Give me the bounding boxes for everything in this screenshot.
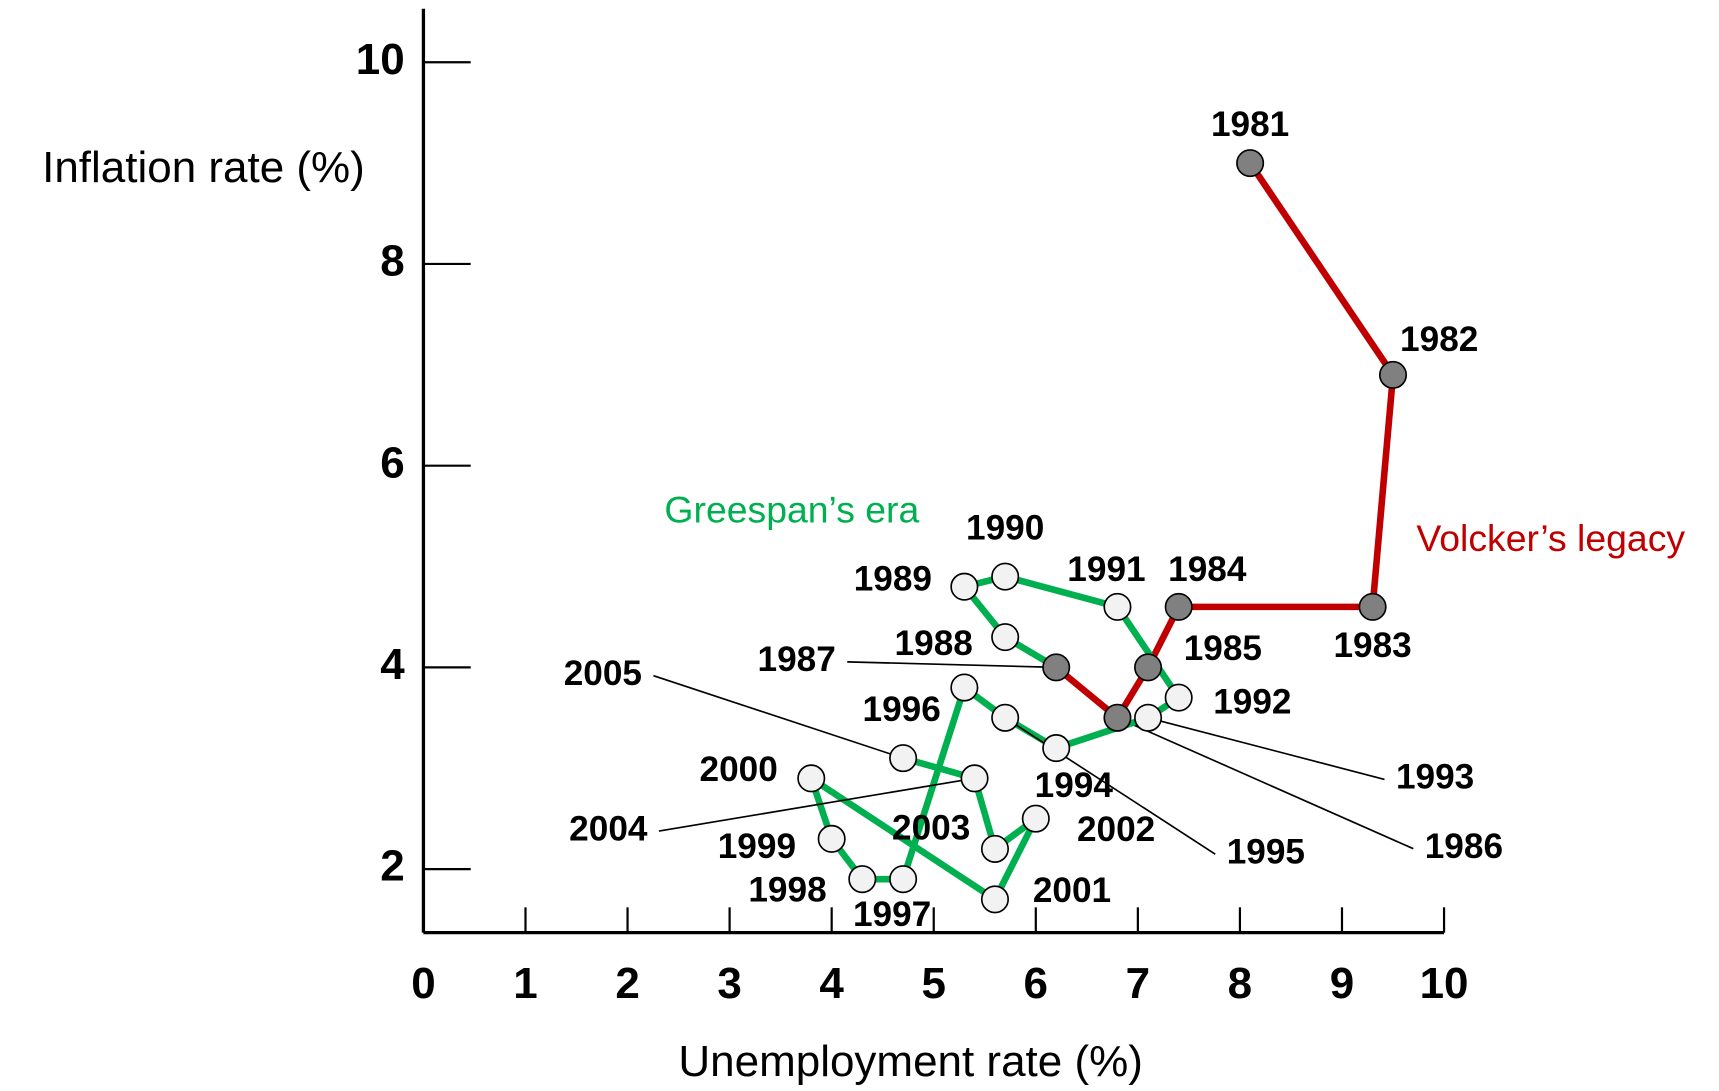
point-label: 2002: [1077, 810, 1155, 849]
y-tick-label: 6: [380, 438, 404, 487]
series-label: Volcker’s legacy: [1416, 517, 1685, 559]
data-point: [960, 764, 989, 793]
x-tick-label: 5: [922, 959, 946, 1008]
data-point: [1021, 804, 1050, 833]
data-point: [991, 623, 1020, 652]
data-point: [1236, 149, 1265, 178]
point-label: 1987: [758, 640, 836, 679]
point-label: 1992: [1213, 683, 1291, 722]
point-label: 1990: [966, 509, 1044, 548]
x-tick-label: 3: [717, 959, 741, 1008]
data-point: [889, 865, 918, 894]
data-point: [1164, 592, 1193, 621]
point-label: 1986: [1425, 827, 1503, 866]
point-label: 1993: [1396, 758, 1474, 797]
data-point: [991, 703, 1020, 732]
data-point: [950, 673, 979, 702]
leader-line: [1117, 717, 1414, 850]
leader-line: [1004, 717, 1216, 855]
point-label: 1982: [1400, 320, 1478, 359]
data-point: [980, 834, 1009, 863]
leader-line: [658, 777, 975, 832]
x-tick-label: 9: [1330, 959, 1354, 1008]
point-label: 1985: [1184, 629, 1262, 668]
x-axis-title: Unemployment rate (%): [678, 1037, 1142, 1086]
data-point: [980, 885, 1009, 914]
x-tick-label: 2: [615, 959, 639, 1008]
data-point: [797, 764, 826, 793]
x-tick-label: 8: [1228, 959, 1252, 1008]
data-point: [991, 562, 1020, 591]
x-tick-label: 6: [1024, 959, 1048, 1008]
point-label: 1996: [863, 690, 941, 729]
data-point: [1042, 734, 1071, 763]
y-tick-label: 8: [380, 237, 404, 286]
data-point: [1134, 653, 1163, 682]
point-label: 2005: [564, 654, 642, 693]
point-label: 1991: [1067, 550, 1145, 589]
data-point: [1358, 592, 1387, 621]
point-label: 2003: [892, 809, 970, 848]
x-tick-label: 1: [513, 959, 537, 1008]
leader-line: [653, 674, 904, 759]
data-point: [848, 865, 877, 894]
point-label: 1997: [853, 895, 931, 934]
data-point: [889, 744, 918, 773]
leader-line: [1147, 717, 1385, 781]
point-label: 1984: [1168, 550, 1247, 589]
point-label: 2000: [700, 750, 778, 789]
x-tick-label: 4: [819, 959, 844, 1008]
series-label: Greespan’s era: [664, 488, 919, 530]
point-label: 1983: [1333, 626, 1411, 665]
point-label: 1988: [895, 624, 973, 663]
y-tick-label: 4: [380, 640, 405, 689]
point-label: 1981: [1211, 105, 1289, 144]
point-label: 1995: [1227, 832, 1305, 871]
y-axis-title: Inflation rate (%): [42, 143, 365, 192]
data-point: [1042, 653, 1071, 682]
x-tick-label: 0: [411, 959, 435, 1008]
data-point: [1164, 683, 1193, 712]
point-label: 1989: [854, 559, 932, 598]
point-label: 1994: [1035, 766, 1114, 805]
data-point: [1134, 703, 1163, 732]
point-label: 2004: [569, 809, 648, 848]
y-tick-label: 2: [380, 842, 404, 891]
leader-line: [847, 661, 1057, 669]
point-label: 1998: [748, 871, 826, 910]
point-label: 1999: [718, 827, 796, 866]
data-point: [1103, 592, 1132, 621]
x-tick-label: 10: [1420, 959, 1469, 1008]
data-point: [1378, 360, 1408, 389]
data-point: [817, 824, 846, 853]
data-point: [950, 572, 979, 601]
data-point: [1103, 703, 1132, 732]
y-tick-label: 10: [356, 35, 405, 84]
x-tick-label: 7: [1126, 959, 1150, 1008]
point-label: 2001: [1033, 871, 1111, 910]
